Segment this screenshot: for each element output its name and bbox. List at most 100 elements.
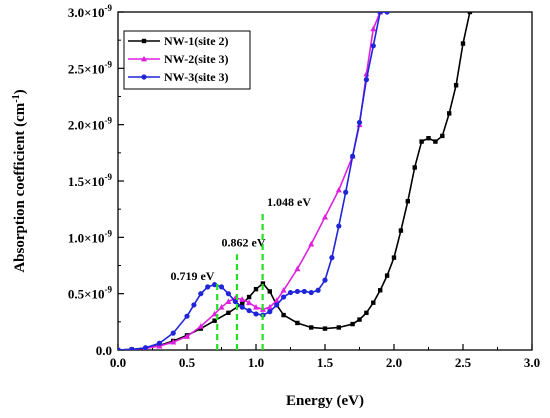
data-point (433, 139, 438, 144)
y-tick-label: 1.5×10-9 (68, 172, 113, 189)
data-point (391, 255, 397, 260)
data-point (246, 294, 252, 300)
legend-marker (141, 38, 147, 44)
data-point (371, 300, 376, 305)
data-point (350, 321, 355, 327)
data-point (239, 304, 245, 310)
legend-marker (141, 74, 147, 80)
x-tick-label: 0.5 (179, 355, 196, 370)
data-point (335, 186, 342, 193)
data-point (218, 303, 225, 310)
data-point (412, 165, 417, 170)
data-point (308, 240, 315, 247)
y-tick-label: 3.0×10-9 (68, 3, 113, 20)
data-point (384, 273, 390, 278)
data-point (357, 317, 362, 322)
x-tick-label: 2.0 (386, 355, 402, 370)
data-point (460, 41, 466, 46)
data-point (198, 291, 204, 297)
data-point (447, 111, 452, 116)
data-point (211, 310, 218, 317)
data-point (453, 83, 459, 88)
annotation-label: 0.719 eV (170, 269, 214, 283)
data-point (322, 326, 328, 331)
annotation-layer: 0.719 eV 0.862 eV 1.048 eV (170, 195, 311, 350)
data-point (364, 310, 369, 316)
data-point (267, 309, 273, 315)
legend: NW-1(site 2) NW-2(site 3) NW-3(site 3) (123, 30, 251, 90)
x-tick-label: 3.0 (524, 355, 540, 370)
data-point (232, 298, 238, 305)
data-point (266, 303, 273, 310)
data-point (322, 277, 328, 283)
y-tick-label: 1.0×10-9 (68, 228, 113, 245)
x-tick-label: 2.5 (455, 355, 472, 370)
data-point (426, 135, 431, 141)
data-point (118, 347, 121, 350)
data-point (212, 318, 217, 323)
data-point (240, 301, 245, 307)
data-point (440, 133, 445, 139)
data-point (273, 297, 280, 303)
data-point (239, 296, 246, 302)
data-point (246, 299, 253, 306)
data-point (253, 311, 259, 317)
data-point (226, 310, 231, 316)
x-tick-label: 0.0 (110, 355, 126, 370)
y-axis-title: Absorption coefficient (cm-1) (11, 89, 29, 272)
data-point (336, 325, 341, 330)
data-point (308, 289, 314, 296)
data-point (246, 307, 252, 314)
data-point (356, 119, 363, 126)
data-point (260, 281, 266, 286)
data-point (467, 12, 473, 15)
data-point (225, 291, 231, 297)
legend-label: NW-3(site 3) (164, 70, 229, 84)
data-point (294, 265, 301, 272)
data-point (253, 286, 259, 292)
data-point (301, 288, 307, 295)
data-point (184, 313, 190, 319)
data-point (280, 287, 287, 293)
annotation-label: 1.048 eV (267, 195, 311, 209)
legend-label: NW-2(site 3) (164, 52, 229, 66)
y-tick-label: 0.0 (96, 343, 112, 358)
data-point (281, 294, 287, 300)
data-point (378, 288, 383, 293)
data-point (315, 287, 321, 293)
data-point (322, 213, 328, 220)
data-point (384, 12, 390, 15)
data-point (377, 12, 383, 15)
data-point (170, 338, 177, 345)
data-point (274, 302, 280, 308)
y-tick-label: 2.5×10-9 (68, 59, 113, 76)
data-point (370, 43, 376, 49)
axis-ticks: 0.0 0.5 1.0 1.5 2.0 2.5 3.0 0.0 0.5×10-9 1.0×10-9… (68, 3, 540, 370)
data-point (329, 255, 335, 261)
data-point (212, 282, 218, 288)
data-point (294, 288, 300, 295)
data-point (363, 77, 369, 83)
series-1 (118, 12, 473, 350)
data-point (287, 289, 294, 296)
data-point (156, 340, 162, 346)
x-tick-label: 1.5 (317, 355, 334, 370)
data-point (405, 199, 410, 204)
data-point (197, 323, 204, 329)
data-point (350, 153, 356, 159)
annotation-label: 0.862 eV (222, 235, 266, 249)
legend-marker (141, 55, 147, 62)
data-point (218, 284, 225, 290)
x-tick-label: 1.0 (248, 355, 264, 370)
data-point (295, 320, 300, 326)
x-axis-title: Energy (eV) (286, 393, 364, 409)
data-point (129, 346, 135, 350)
data-point (191, 302, 197, 308)
y-tick-label: 0.5×10-9 (68, 285, 113, 302)
data-point (170, 330, 176, 336)
legend-label: NW-1(site 2) (164, 34, 229, 48)
data-point (336, 223, 342, 229)
data-point (419, 139, 424, 144)
data-point (143, 345, 149, 350)
